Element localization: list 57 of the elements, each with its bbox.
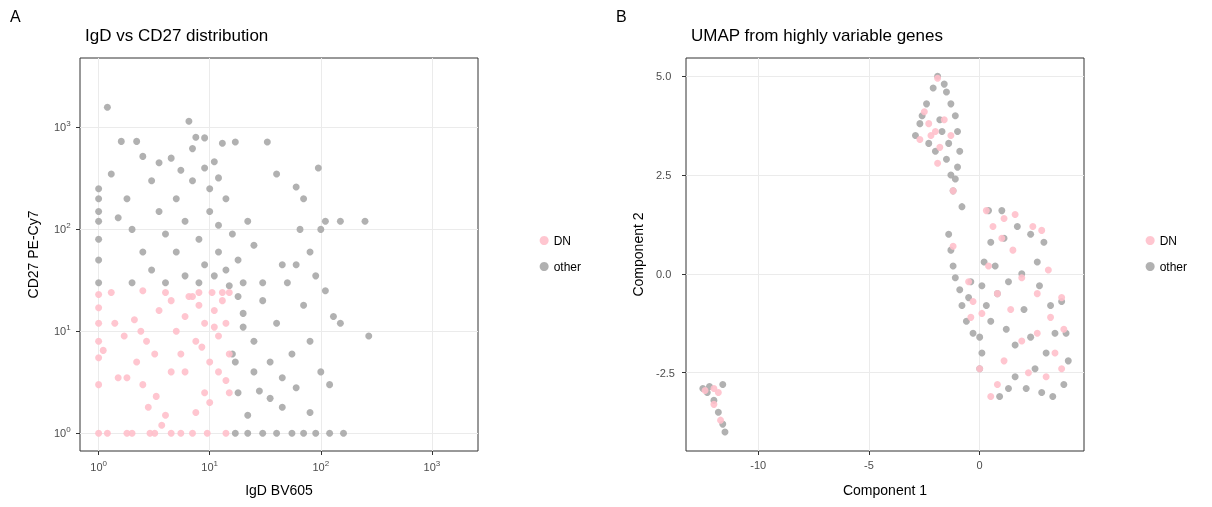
- point: [925, 120, 933, 128]
- point: [920, 108, 928, 116]
- text: B: [616, 7, 627, 25]
- point: [714, 388, 722, 396]
- point: [916, 135, 924, 143]
- legend-label: DN: [553, 233, 571, 248]
- point: [940, 116, 948, 124]
- x-tick-label: -10: [750, 458, 767, 471]
- point: [969, 298, 977, 306]
- point: [1042, 373, 1050, 381]
- chart-title: UMAP from highly variable genes: [691, 26, 943, 45]
- y-tick-label: 2.5: [656, 169, 672, 182]
- point: [1029, 222, 1037, 230]
- y-tick-label: 5.0: [656, 70, 672, 83]
- point: [993, 381, 1001, 389]
- point: [1024, 369, 1032, 377]
- point: [717, 416, 725, 424]
- x-axis-title: IgD BV605: [245, 482, 314, 498]
- point: [936, 143, 944, 151]
- legend-label: other: [1159, 259, 1188, 274]
- y-tick-label: 0.0: [656, 267, 672, 280]
- point: [1018, 274, 1026, 282]
- y-axis-title: Component 2: [630, 212, 647, 297]
- y-axis-title: CD27 PE-Cy7: [25, 210, 41, 299]
- chart-title: IgD vs CD27 distribution: [85, 26, 269, 45]
- point: [1033, 329, 1041, 337]
- x-tick-label: 0: [976, 458, 983, 471]
- point: [710, 385, 718, 393]
- point: [1060, 325, 1068, 333]
- text: A: [10, 7, 21, 25]
- point: [927, 131, 935, 139]
- point: [1033, 290, 1041, 298]
- point: [710, 400, 718, 408]
- point: [1058, 294, 1066, 302]
- point: [1044, 266, 1052, 274]
- point: [1047, 313, 1055, 321]
- point: [987, 392, 995, 400]
- point: [989, 222, 997, 230]
- legend-label: DN: [1159, 233, 1177, 248]
- point: [947, 131, 955, 139]
- y-tick-label: -2.5: [656, 366, 675, 379]
- point: [949, 242, 957, 250]
- point: [1058, 365, 1066, 373]
- point: [1007, 305, 1015, 313]
- x-tick-label: -5: [864, 458, 874, 471]
- point: [1009, 246, 1017, 254]
- point: [967, 313, 975, 321]
- legend-label: other: [553, 259, 582, 274]
- point: [931, 128, 939, 136]
- point: [1038, 226, 1046, 234]
- point: [985, 262, 993, 270]
- point: [1011, 211, 1019, 219]
- point: [1000, 215, 1008, 223]
- point: [978, 309, 986, 317]
- x-axis-title: Component 1: [842, 482, 928, 498]
- point: [1018, 337, 1026, 345]
- point: [934, 159, 942, 167]
